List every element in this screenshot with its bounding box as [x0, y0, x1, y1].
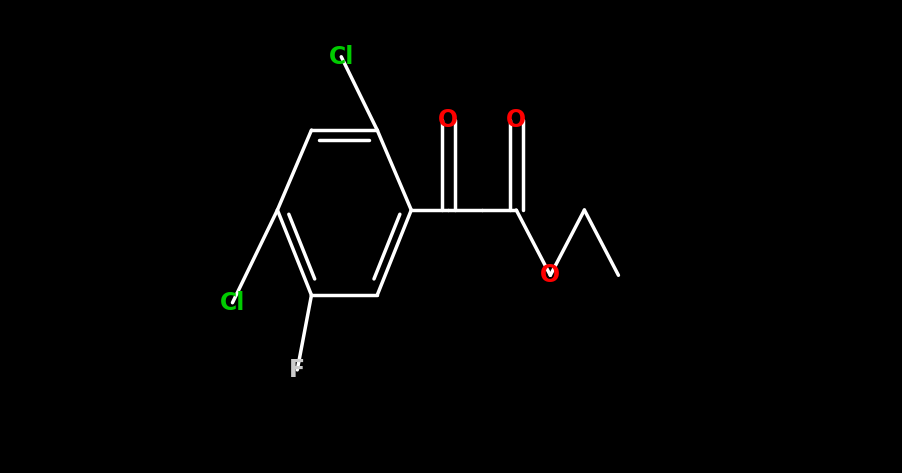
- Text: Cl: Cl: [220, 291, 245, 315]
- Text: Cl: Cl: [328, 45, 354, 69]
- Text: F: F: [290, 358, 306, 382]
- Text: O: O: [506, 108, 527, 131]
- Text: O: O: [540, 263, 560, 287]
- Text: O: O: [438, 108, 458, 131]
